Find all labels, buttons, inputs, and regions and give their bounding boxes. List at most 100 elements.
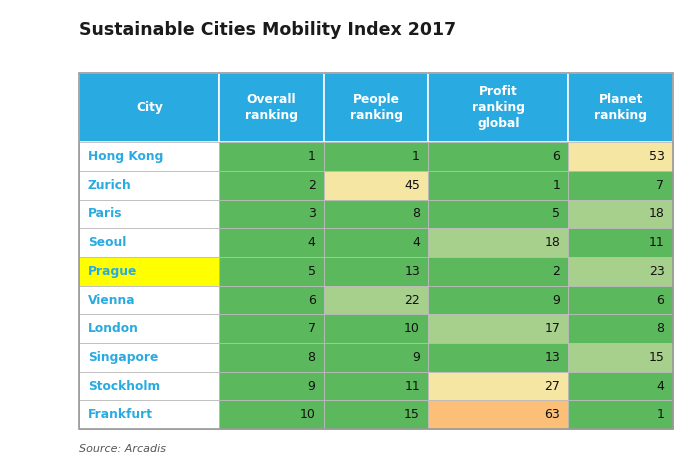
- Bar: [569, 401, 673, 429]
- Text: 1: 1: [308, 150, 315, 163]
- Bar: [79, 171, 219, 200]
- Bar: [79, 401, 219, 429]
- Text: 7: 7: [308, 322, 315, 335]
- Text: 5: 5: [308, 265, 315, 278]
- Bar: [324, 228, 428, 257]
- Text: 63: 63: [544, 408, 560, 421]
- Text: 6: 6: [657, 294, 664, 307]
- Text: Sustainable Cities Mobility Index 2017: Sustainable Cities Mobility Index 2017: [79, 21, 457, 39]
- Bar: [79, 200, 219, 228]
- Text: 1: 1: [657, 408, 664, 421]
- Bar: [324, 142, 428, 171]
- Bar: [428, 73, 569, 142]
- Text: 9: 9: [552, 294, 560, 307]
- Bar: [569, 142, 673, 171]
- Bar: [569, 372, 673, 401]
- Bar: [219, 257, 324, 286]
- Bar: [569, 228, 673, 257]
- Text: 18: 18: [649, 207, 664, 220]
- Text: Paris: Paris: [88, 207, 122, 220]
- Bar: [219, 171, 324, 200]
- Text: 8: 8: [656, 322, 664, 335]
- Text: 8: 8: [412, 207, 420, 220]
- Bar: [428, 200, 569, 228]
- Bar: [428, 257, 569, 286]
- Text: 4: 4: [657, 379, 664, 393]
- Text: 4: 4: [308, 236, 315, 249]
- Text: 5: 5: [552, 207, 560, 220]
- Text: Hong Kong: Hong Kong: [88, 150, 163, 163]
- Bar: [219, 314, 324, 343]
- Bar: [324, 171, 428, 200]
- Text: 10: 10: [404, 322, 420, 335]
- Bar: [569, 343, 673, 372]
- Bar: [428, 142, 569, 171]
- Bar: [428, 171, 569, 200]
- Bar: [219, 401, 324, 429]
- Bar: [79, 343, 219, 372]
- Text: 15: 15: [404, 408, 420, 421]
- Bar: [428, 401, 569, 429]
- Text: 23: 23: [649, 265, 664, 278]
- Text: Vienna: Vienna: [88, 294, 135, 307]
- Bar: [428, 372, 569, 401]
- Bar: [219, 286, 324, 314]
- Text: 11: 11: [404, 379, 420, 393]
- Text: City: City: [136, 101, 163, 114]
- Bar: [79, 228, 219, 257]
- Bar: [324, 401, 428, 429]
- Bar: [79, 314, 219, 343]
- Text: 13: 13: [404, 265, 420, 278]
- Bar: [324, 73, 428, 142]
- Text: 8: 8: [308, 351, 315, 364]
- Text: 2: 2: [552, 265, 560, 278]
- Text: 27: 27: [544, 379, 560, 393]
- Bar: [428, 228, 569, 257]
- Text: 15: 15: [649, 351, 664, 364]
- Text: 10: 10: [299, 408, 315, 421]
- Bar: [428, 286, 569, 314]
- Text: 1: 1: [552, 179, 560, 192]
- Text: 2: 2: [308, 179, 315, 192]
- Text: Stockholm: Stockholm: [88, 379, 160, 393]
- Text: Profit
ranking
global: Profit ranking global: [472, 85, 525, 130]
- Text: Zurich: Zurich: [88, 179, 131, 192]
- Bar: [569, 73, 673, 142]
- Bar: [324, 257, 428, 286]
- Bar: [569, 171, 673, 200]
- Text: Frankfurt: Frankfurt: [88, 408, 152, 421]
- Bar: [219, 228, 324, 257]
- Bar: [219, 343, 324, 372]
- Text: 17: 17: [544, 322, 560, 335]
- Bar: [324, 286, 428, 314]
- Bar: [324, 200, 428, 228]
- Bar: [219, 142, 324, 171]
- Bar: [79, 73, 673, 429]
- Bar: [428, 343, 569, 372]
- Text: 18: 18: [544, 236, 560, 249]
- Text: 7: 7: [656, 179, 664, 192]
- Text: 22: 22: [404, 294, 420, 307]
- Text: Singapore: Singapore: [88, 351, 158, 364]
- Bar: [569, 314, 673, 343]
- Text: Seoul: Seoul: [88, 236, 126, 249]
- Text: 13: 13: [544, 351, 560, 364]
- Bar: [79, 286, 219, 314]
- Bar: [79, 142, 219, 171]
- Text: 6: 6: [552, 150, 560, 163]
- Text: 9: 9: [412, 351, 420, 364]
- Text: 1: 1: [412, 150, 420, 163]
- Text: 45: 45: [404, 179, 420, 192]
- Text: Prague: Prague: [88, 265, 137, 278]
- Bar: [569, 257, 673, 286]
- Bar: [324, 372, 428, 401]
- Text: People
ranking: People ranking: [350, 93, 402, 122]
- Text: Overall
ranking: Overall ranking: [245, 93, 298, 122]
- Bar: [428, 314, 569, 343]
- Text: 9: 9: [308, 379, 315, 393]
- Text: 11: 11: [649, 236, 664, 249]
- Text: Source: Arcadis: Source: Arcadis: [79, 444, 166, 454]
- Text: 6: 6: [308, 294, 315, 307]
- Bar: [324, 314, 428, 343]
- Text: London: London: [88, 322, 139, 335]
